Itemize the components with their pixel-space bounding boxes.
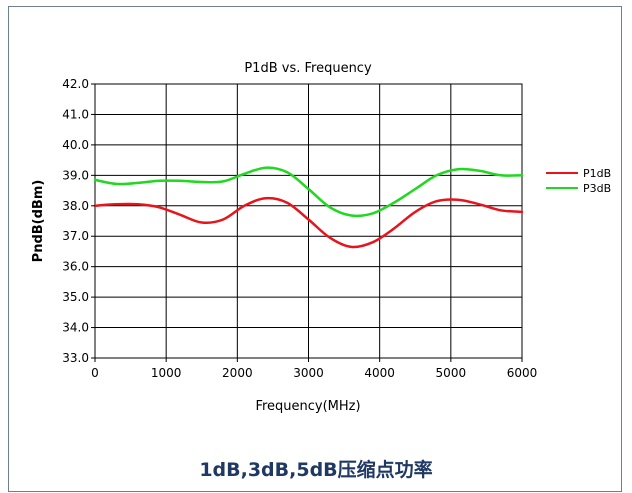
x-tick-label: 6000 bbox=[507, 366, 538, 380]
y-tick-label: 33.0 bbox=[62, 351, 89, 365]
series-layer bbox=[93, 166, 524, 249]
y-tick-label: 41.0 bbox=[62, 107, 89, 121]
y-tick-label: 42.0 bbox=[62, 77, 89, 91]
y-tick-label: 38.0 bbox=[62, 199, 89, 213]
legend-label-p3db: P3dB bbox=[583, 182, 611, 195]
grid-lines bbox=[94, 83, 523, 359]
y-tick-label: 39.0 bbox=[62, 168, 89, 182]
x-tick-label: 5000 bbox=[436, 366, 467, 380]
x-tick-label: 1000 bbox=[151, 366, 182, 380]
x-tick-label: 0 bbox=[91, 366, 99, 380]
figure-caption: 1dB,3dB,5dB压缩点功率 bbox=[199, 459, 433, 481]
y-tick-label: 37.0 bbox=[62, 229, 89, 243]
y-tick-label: 35.0 bbox=[62, 290, 89, 304]
series-line-p1db bbox=[93, 196, 524, 249]
x-tick-label: 3000 bbox=[293, 366, 324, 380]
tick-layer: 33.0 34.0 35.0 36.0 37.0 38.0 39.0 40.0 41.0 42.0… bbox=[62, 77, 537, 380]
y-tick-label: 34.0 bbox=[62, 321, 89, 335]
y-tick-label: 36.0 bbox=[62, 260, 89, 274]
y-axis-label: PndB(dBm) bbox=[31, 180, 46, 263]
chart-title: P1dB vs. Frequency bbox=[244, 61, 372, 76]
y-tick-label: 40.0 bbox=[62, 138, 89, 152]
x-tick-label: 2000 bbox=[222, 366, 253, 380]
legend-label-p1db: P1dB bbox=[583, 167, 611, 180]
x-axis-label: Frequency(MHz) bbox=[255, 399, 360, 414]
x-tick-label: 4000 bbox=[364, 366, 395, 380]
series-line-p3db bbox=[93, 166, 524, 218]
legend: P1dB P3dB bbox=[546, 167, 611, 195]
